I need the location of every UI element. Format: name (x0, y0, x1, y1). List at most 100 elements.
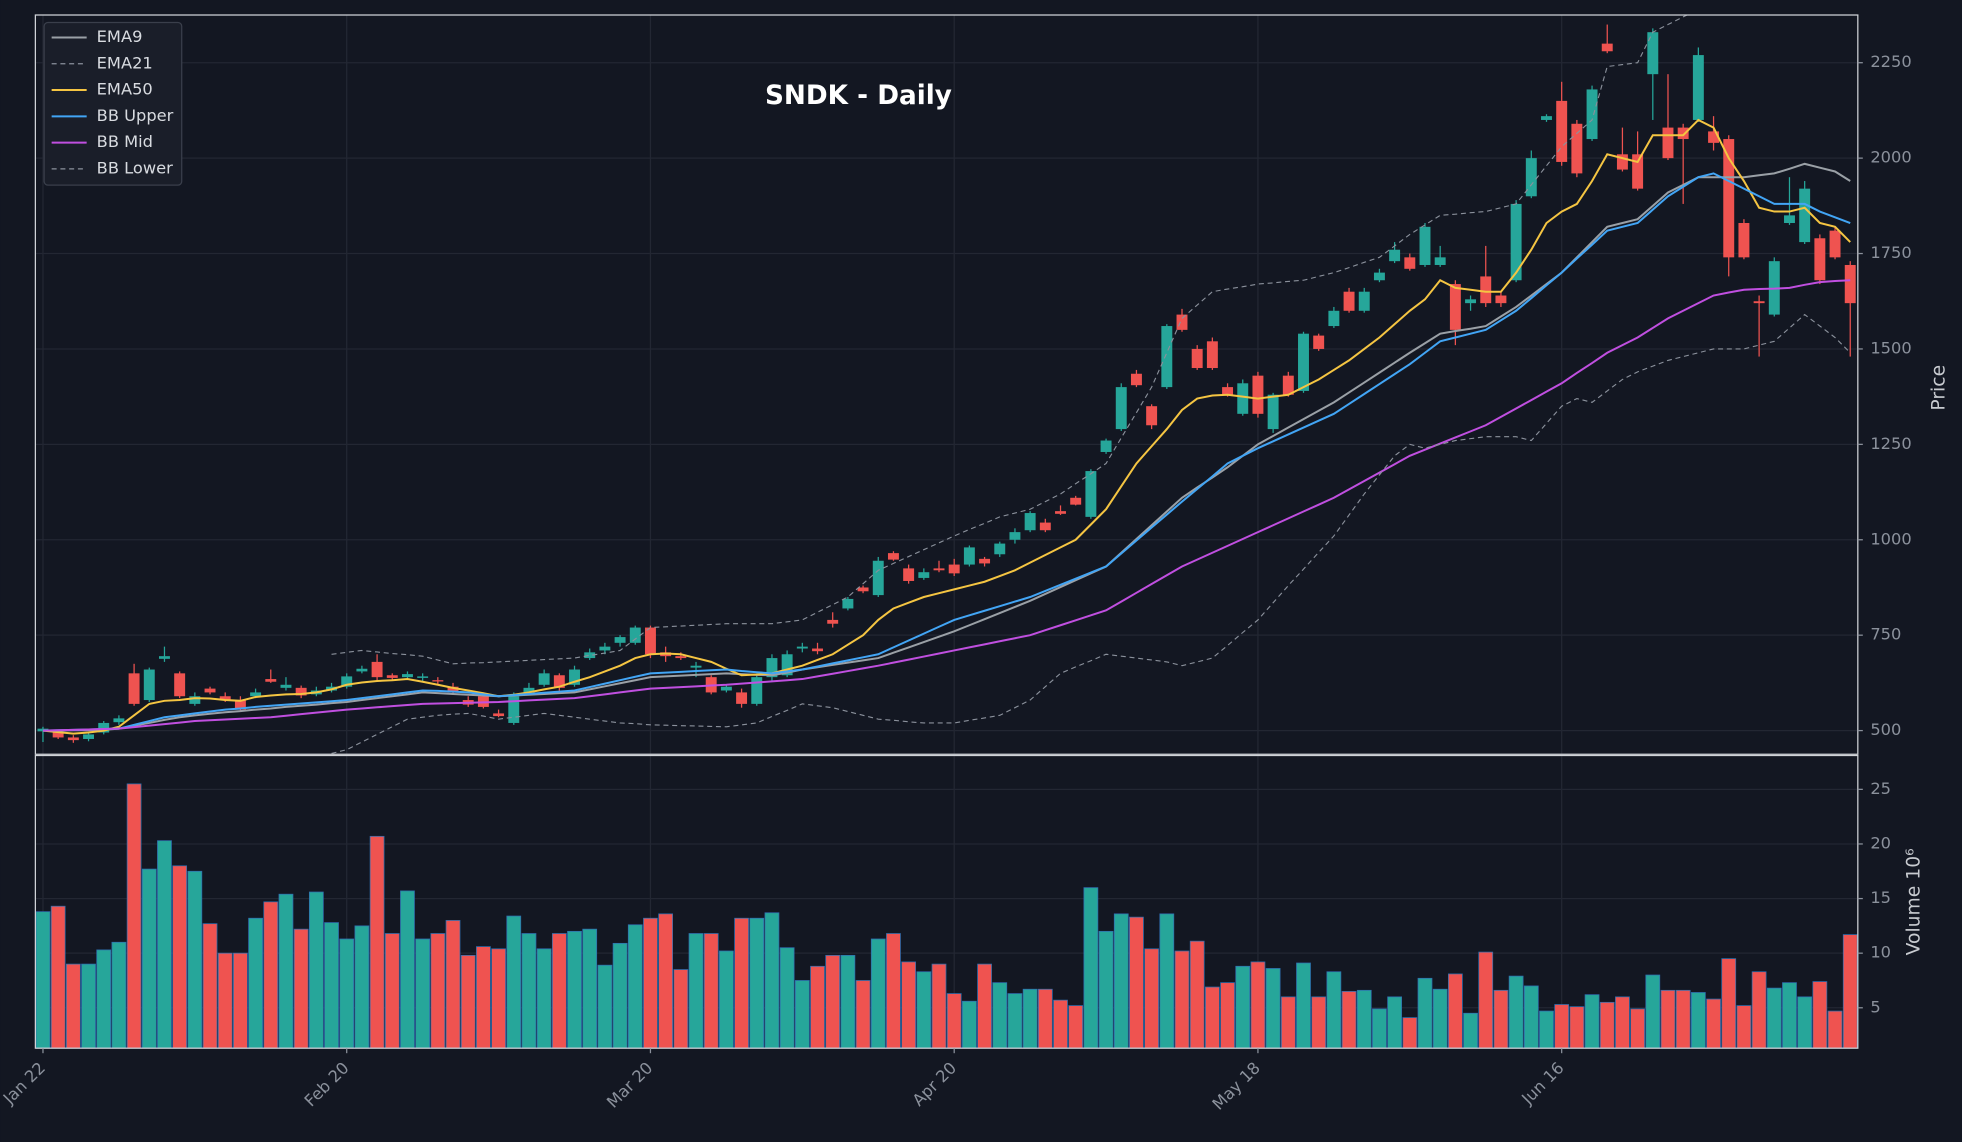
volume-bar (187, 870, 203, 1049)
indicator-line (331, 15, 1689, 665)
volume-bar (1599, 1001, 1615, 1049)
volume-bar (627, 924, 643, 1049)
candle-body (1632, 154, 1644, 189)
volume-bar (384, 933, 400, 1049)
legend-label: EMA21 (97, 53, 153, 72)
candle-body (690, 665, 702, 668)
volume-bar (719, 950, 734, 1049)
price-panel (37, 24, 1856, 743)
volume-bar (1766, 987, 1782, 1049)
volume-bar (521, 933, 537, 1049)
candle-body (371, 661, 383, 678)
volume-tick-label: 5 (1870, 997, 1880, 1016)
volume-bar (1326, 971, 1342, 1049)
candle-body (143, 669, 155, 701)
volume-bar (1615, 996, 1630, 1049)
indicator-line (42, 118, 1851, 735)
y-axis-label: Price (1929, 365, 1950, 411)
indicator-line (331, 313, 1851, 755)
volume-bar (1675, 989, 1691, 1049)
candle-body (1313, 335, 1325, 349)
volume-bar (886, 933, 901, 1049)
candle-body (796, 646, 808, 649)
candle-body (736, 692, 748, 704)
volume-bar (1235, 965, 1251, 1049)
legend-label: EMA50 (97, 80, 153, 99)
volume-bar (1053, 999, 1068, 1049)
volume-bar (1645, 974, 1661, 1049)
volume-bar (551, 933, 567, 1049)
volume-bar (658, 913, 674, 1049)
candle-body (1100, 440, 1112, 452)
volume-bar (779, 947, 795, 1049)
candle-body (1039, 522, 1051, 531)
volume-bar (1280, 996, 1296, 1049)
candle-body (872, 560, 884, 596)
candle-body (979, 558, 991, 564)
indicator-line (42, 279, 1851, 732)
candle-body (159, 656, 170, 659)
candle-body (963, 547, 975, 565)
candle-body (812, 648, 823, 652)
candle-body (341, 676, 353, 687)
candle-body (1723, 139, 1735, 258)
y-tick-label: 1000 (1870, 529, 1911, 548)
candle-body (523, 687, 535, 693)
volume-bar (673, 969, 689, 1049)
candle-body (1358, 291, 1370, 311)
volume-bar (233, 952, 248, 1049)
volume-bar (1448, 973, 1463, 1049)
volume-bar (1812, 981, 1828, 1049)
candle-body (508, 696, 520, 723)
y-tick-label: 1500 (1870, 338, 1911, 357)
chart-title: SNDK - Daily (765, 81, 952, 111)
volume-bar (749, 917, 765, 1049)
candle-body (1161, 326, 1173, 388)
candle-body (174, 673, 186, 697)
candle-body (219, 696, 231, 701)
candle-body (720, 686, 732, 691)
candle-body (584, 652, 596, 659)
candle-body (751, 677, 763, 704)
volume-bar (855, 980, 871, 1049)
candle-body (98, 722, 110, 733)
price-frame (34, 14, 1859, 755)
volume-bar (962, 1000, 977, 1049)
volume-bar (1539, 1010, 1554, 1049)
candle-body (1267, 394, 1279, 430)
candle-body (1434, 257, 1446, 265)
volume-bar (65, 963, 81, 1049)
candle-body (887, 553, 899, 560)
candle-body (781, 654, 793, 676)
candle-body (1814, 238, 1826, 281)
volume-bar (1630, 1008, 1645, 1049)
candle-body (1252, 375, 1264, 414)
candle-body (280, 684, 292, 688)
candle-body (1799, 188, 1811, 243)
volume-bar (278, 893, 294, 1049)
candle-body (1146, 406, 1158, 426)
volume-bar (1569, 1006, 1585, 1049)
legend-label: BB Lower (97, 158, 173, 177)
volume-bar (1691, 992, 1706, 1049)
indicator-line (42, 172, 1851, 732)
volume-bar (1432, 988, 1448, 1049)
candle-body (1206, 341, 1218, 369)
volume-bar (703, 933, 719, 1049)
volume-bar (126, 783, 142, 1049)
candle-body (295, 687, 307, 696)
volume-bar (81, 963, 96, 1049)
volume-bar (916, 971, 932, 1049)
volume-bar (567, 930, 582, 1049)
volume-bar (901, 961, 916, 1049)
volume-bar (688, 933, 704, 1049)
legend-label: EMA9 (97, 27, 143, 46)
volume-bar (536, 948, 552, 1049)
volume-bar (582, 928, 598, 1049)
volume-bar (1463, 1012, 1478, 1049)
volume-bar (1782, 982, 1797, 1049)
volume-tick-label: 10 (1870, 943, 1891, 962)
candle-body (629, 627, 641, 643)
volume-bar (794, 980, 810, 1049)
